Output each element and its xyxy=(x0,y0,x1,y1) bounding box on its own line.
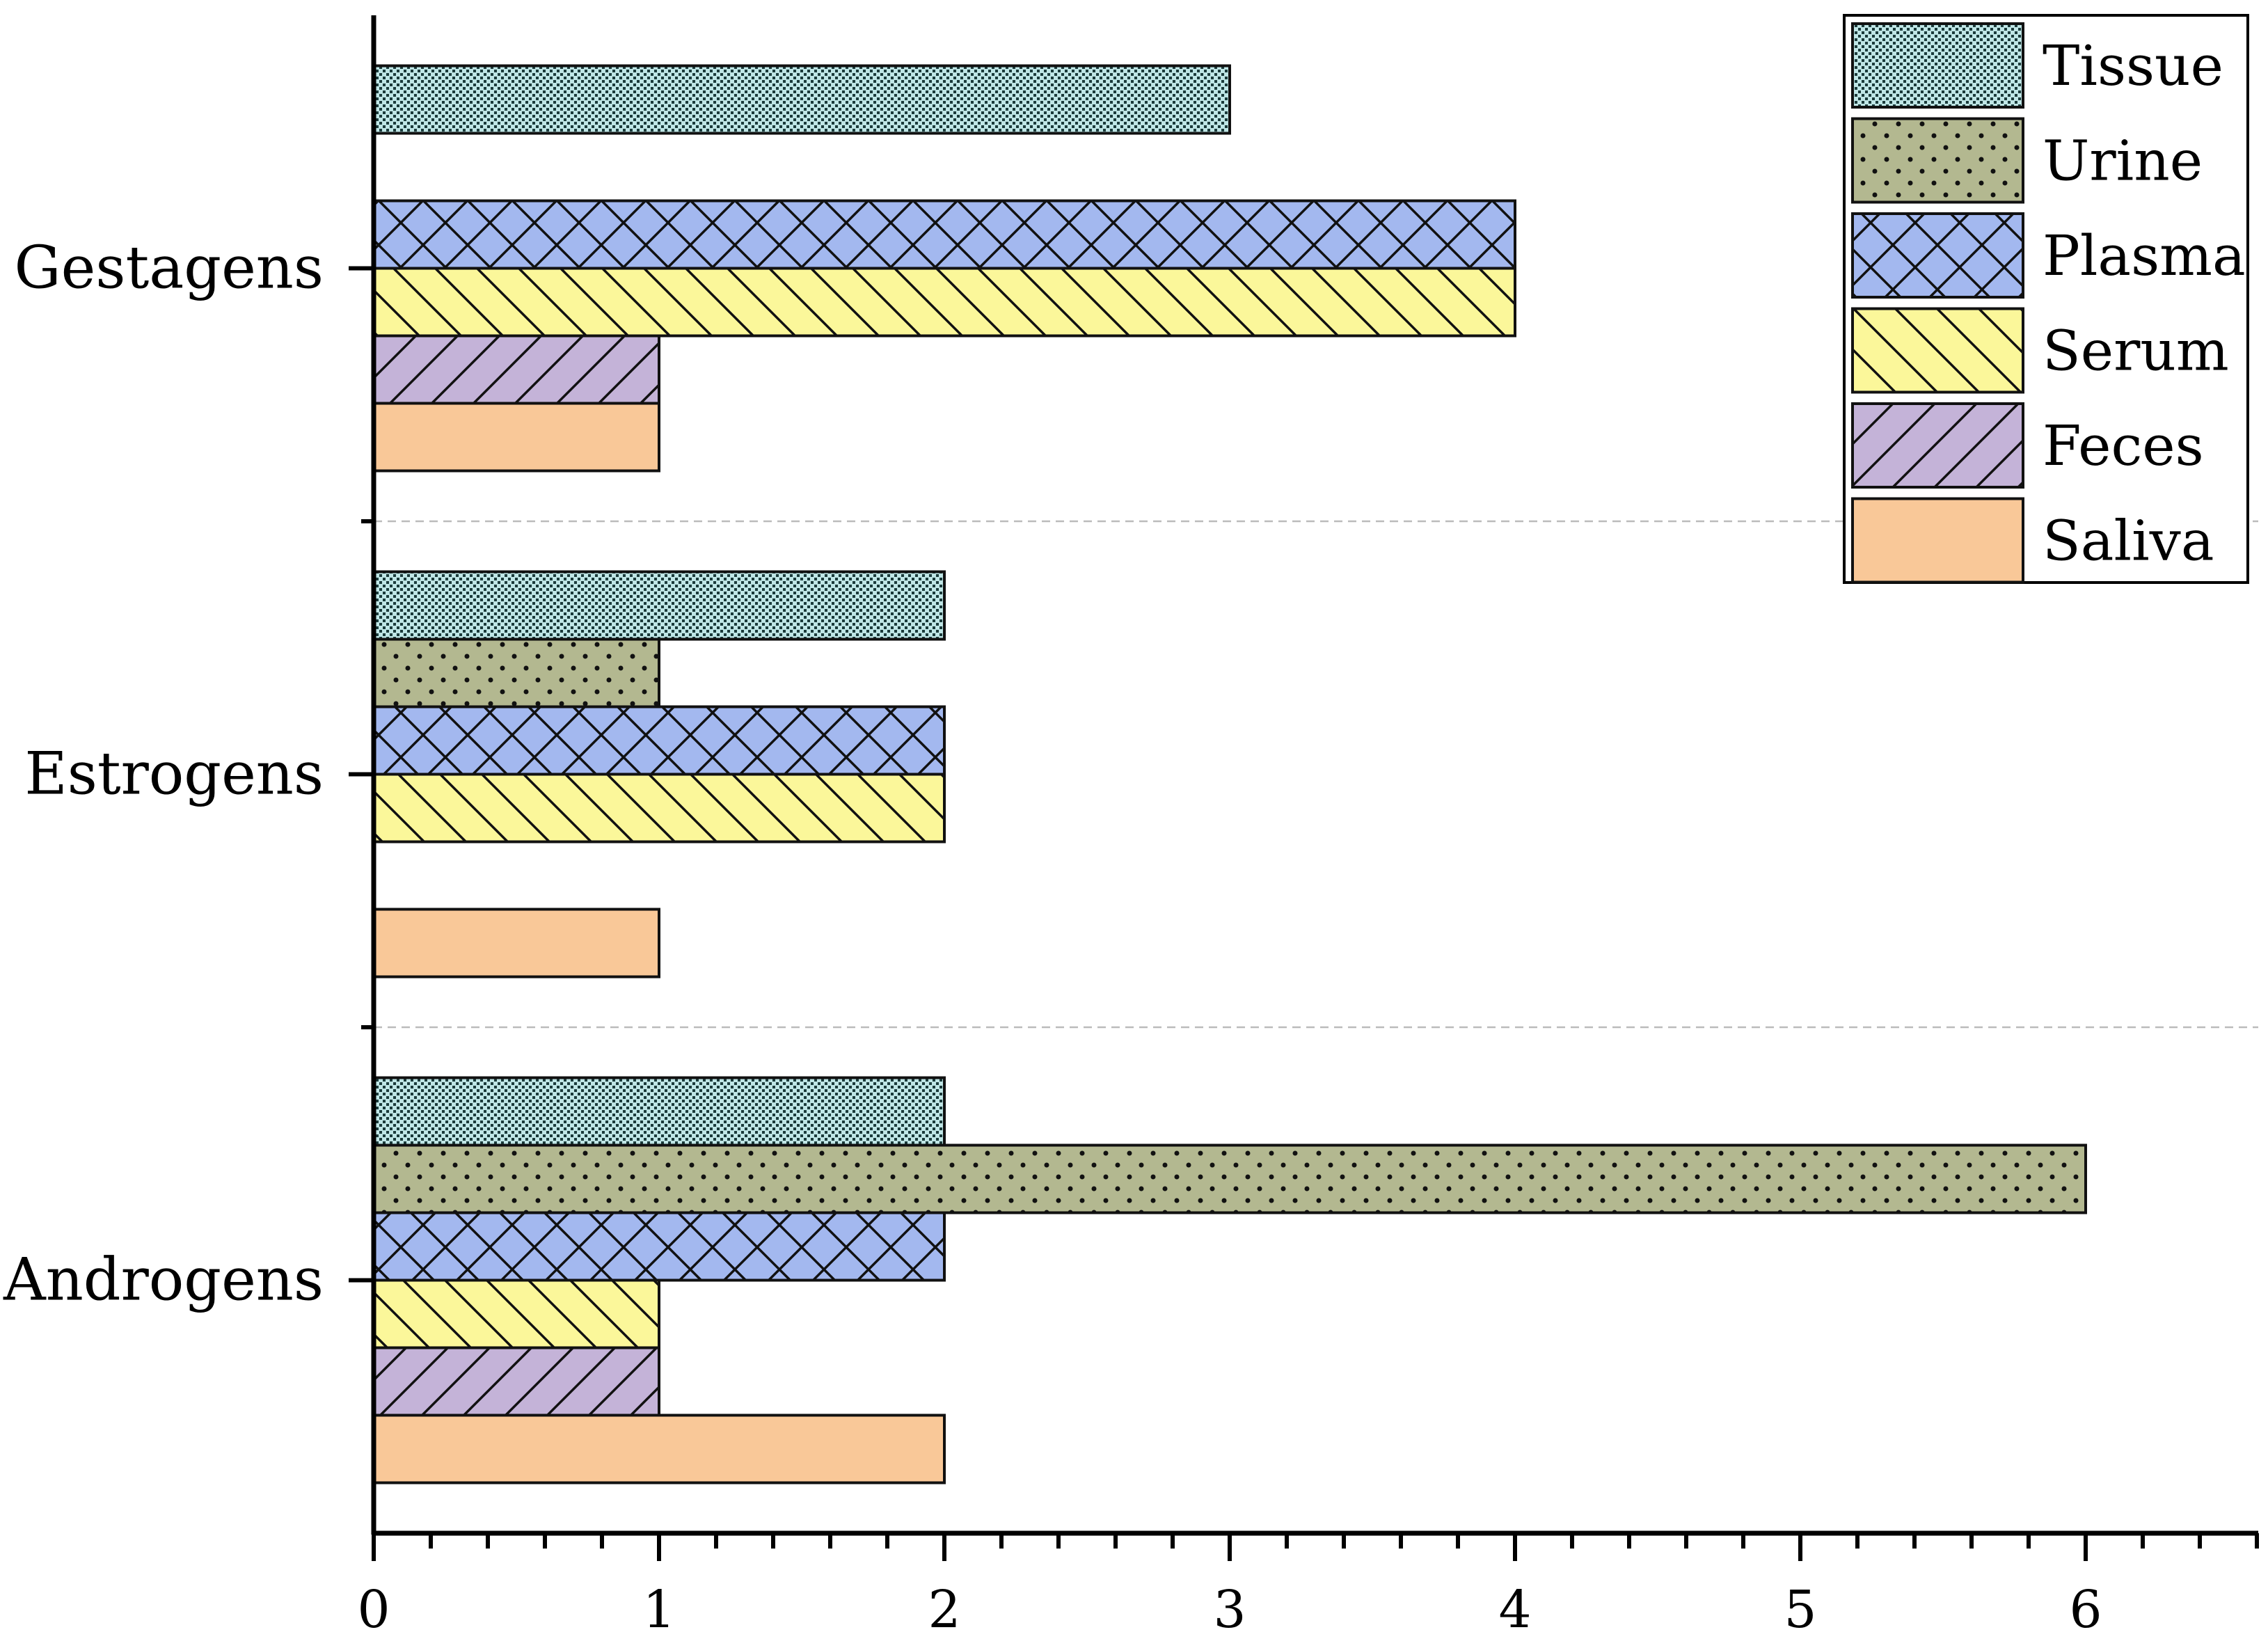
legend: Tissue Urine Plasma Serum Feces Saliva xyxy=(1843,14,2249,584)
legend-label-saliva: Saliva xyxy=(2043,509,2214,573)
bar-tissue-androgens xyxy=(372,1076,946,1147)
bar-plasma-gestagens xyxy=(372,199,1516,270)
axes-layer: Gestagens Estrogens Androgens 0 1 2 3 4 5 6 xyxy=(3,15,2259,1639)
bar-tissue-estrogens xyxy=(372,570,946,641)
bar-plasma-androgens xyxy=(372,1211,946,1282)
bar-saliva-androgens xyxy=(372,1414,946,1484)
x-tick-label: 3 xyxy=(1213,1580,1246,1639)
legend-label-plasma: Plasma xyxy=(2043,223,2246,288)
x-tick-label: 6 xyxy=(2069,1580,2102,1639)
bar-urine-androgens xyxy=(372,1143,2087,1214)
bar-saliva-estrogens xyxy=(372,908,660,979)
legend-swatch-feces xyxy=(1851,402,2024,489)
legend-swatch-plasma xyxy=(1851,212,2024,299)
bar-feces-androgens xyxy=(372,1346,660,1417)
bar-feces-gestagens xyxy=(372,334,660,405)
x-tick-label: 0 xyxy=(357,1580,390,1639)
bar-plasma-estrogens xyxy=(372,705,946,776)
category-label-estrogens: Estrogens xyxy=(24,740,324,808)
legend-swatch-urine xyxy=(1851,117,2024,204)
bars-layer xyxy=(372,64,2087,1484)
x-tick-label: 5 xyxy=(1784,1580,1816,1639)
legend-label-serum: Serum xyxy=(2043,319,2229,383)
legend-swatch-serum xyxy=(1851,307,2024,394)
legend-swatch-saliva xyxy=(1851,497,2024,584)
x-tick-label: 2 xyxy=(928,1580,960,1639)
bar-saliva-gestagens xyxy=(372,402,660,473)
bar-tissue-gestagens xyxy=(372,64,1231,135)
bar-serum-estrogens xyxy=(372,773,946,844)
legend-label-tissue: Tissue xyxy=(2043,33,2223,98)
x-tick-label: 4 xyxy=(1498,1580,1531,1639)
category-label-androgens: Androgens xyxy=(3,1246,324,1314)
x-tick-label: 1 xyxy=(642,1580,675,1639)
legend-label-urine: Urine xyxy=(2043,129,2203,193)
bar-urine-estrogens xyxy=(372,638,660,708)
bar-serum-gestagens xyxy=(372,267,1516,338)
category-label-gestagens: Gestagens xyxy=(15,234,324,302)
legend-swatch-tissue xyxy=(1851,22,2024,109)
legend-label-feces: Feces xyxy=(2043,413,2204,478)
category-separators xyxy=(374,520,2258,1029)
bar-serum-androgens xyxy=(372,1278,660,1349)
